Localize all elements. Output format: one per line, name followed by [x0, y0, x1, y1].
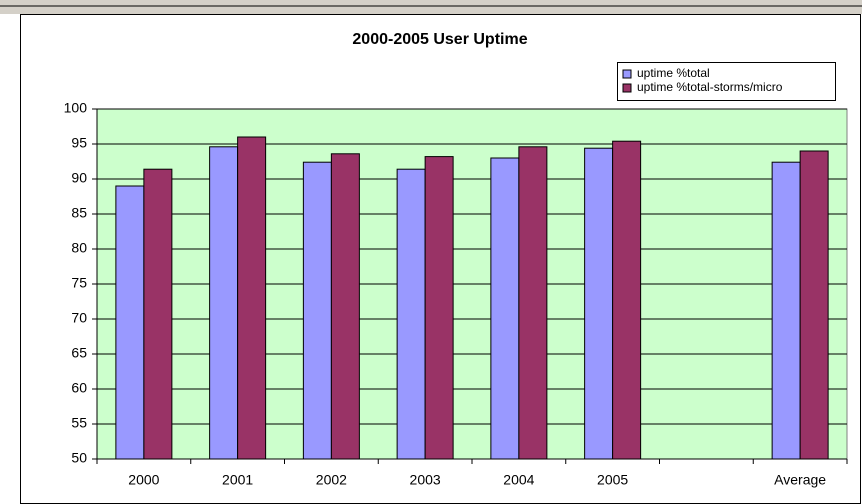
bar — [115, 185, 145, 460]
y-tick-label: 50 — [71, 450, 87, 466]
bar — [424, 156, 454, 460]
bar — [612, 140, 642, 460]
x-tick-label: 2005 — [597, 472, 628, 488]
y-tick-label: 75 — [71, 275, 87, 291]
x-tick-label: 2002 — [316, 472, 347, 488]
y-tick-label: 70 — [71, 310, 87, 326]
bar — [518, 146, 548, 460]
y-tick-label: 90 — [71, 170, 87, 186]
y-tick-label: 55 — [71, 415, 87, 431]
bar — [330, 153, 360, 460]
bar — [396, 168, 426, 460]
legend-label: uptime %total — [637, 66, 710, 80]
legend-label: uptime %total-storms/micro — [637, 80, 783, 94]
bar — [490, 157, 520, 460]
y-tick-label: 80 — [71, 240, 87, 256]
x-tick-label: 2001 — [222, 472, 253, 488]
y-tick-label: 60 — [71, 380, 87, 396]
x-tick-label: 2000 — [128, 472, 159, 488]
window-bar — [0, 0, 862, 14]
x-tick-label: 2004 — [503, 472, 534, 488]
bar — [302, 161, 332, 460]
y-tick-label: 85 — [71, 205, 87, 221]
x-tick-label: 2003 — [410, 472, 441, 488]
bar — [143, 168, 173, 460]
bar — [799, 150, 829, 460]
bar — [584, 147, 614, 460]
bar — [209, 146, 239, 460]
x-tick-label: Average — [774, 472, 826, 488]
legend-swatch — [622, 69, 632, 79]
bar — [237, 136, 267, 460]
y-tick-label: 65 — [71, 345, 87, 361]
y-tick-label: 95 — [71, 135, 87, 151]
legend — [617, 62, 836, 101]
chart-title: 2000-2005 User Uptime — [352, 31, 527, 48]
y-tick-label: 100 — [64, 100, 88, 116]
bar — [771, 161, 801, 460]
legend-swatch — [622, 83, 632, 93]
